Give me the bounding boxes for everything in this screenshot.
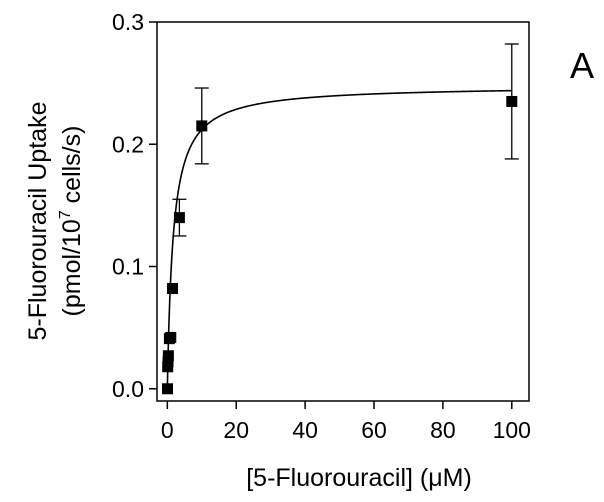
x-tick-label: 100	[493, 417, 531, 443]
data-point	[167, 283, 178, 295]
panel-label: A	[570, 45, 594, 86]
data-point	[162, 350, 174, 362]
y-axis-title-line2: (pmol/107 cells/s)	[57, 126, 86, 317]
plot-frame	[156, 21, 530, 402]
y-tick-label: 0.0	[112, 376, 144, 402]
y-tick-label: 0.3	[112, 9, 144, 35]
x-tick-label: 40	[292, 417, 318, 443]
y-axis-title-line1: 5-Fluorouracil Uptake	[24, 102, 52, 341]
y-tick-label: 0.1	[112, 254, 144, 280]
data-point	[162, 383, 174, 395]
x-tick-label: 60	[361, 417, 387, 443]
y-axis-title-unit-prefix: (pmol/10	[58, 219, 86, 316]
y-axis-title-unit-superscript: 7	[57, 210, 74, 219]
data-point	[173, 212, 185, 224]
fit-curve	[166, 89, 512, 389]
data-point	[165, 331, 177, 343]
y-axis-title-unit-suffix: cells/s)	[58, 126, 86, 211]
x-tick-label: 0	[161, 417, 174, 443]
plot-area: 0.0 0.1 0.2 0.3 0 20 40 60 80 100	[112, 9, 531, 443]
data-point	[506, 95, 518, 107]
y-tick-label: 0.2	[112, 131, 144, 157]
data-point	[196, 120, 208, 132]
x-tick-label: 80	[430, 417, 456, 443]
data-point	[162, 356, 174, 368]
x-tick-label: 20	[223, 417, 249, 443]
x-axis-title: [5-Fluorouracil] (μM)	[246, 464, 472, 492]
y-axis-title: 5-Fluorouracil Uptake (pmol/107 cells/s)	[24, 102, 86, 341]
